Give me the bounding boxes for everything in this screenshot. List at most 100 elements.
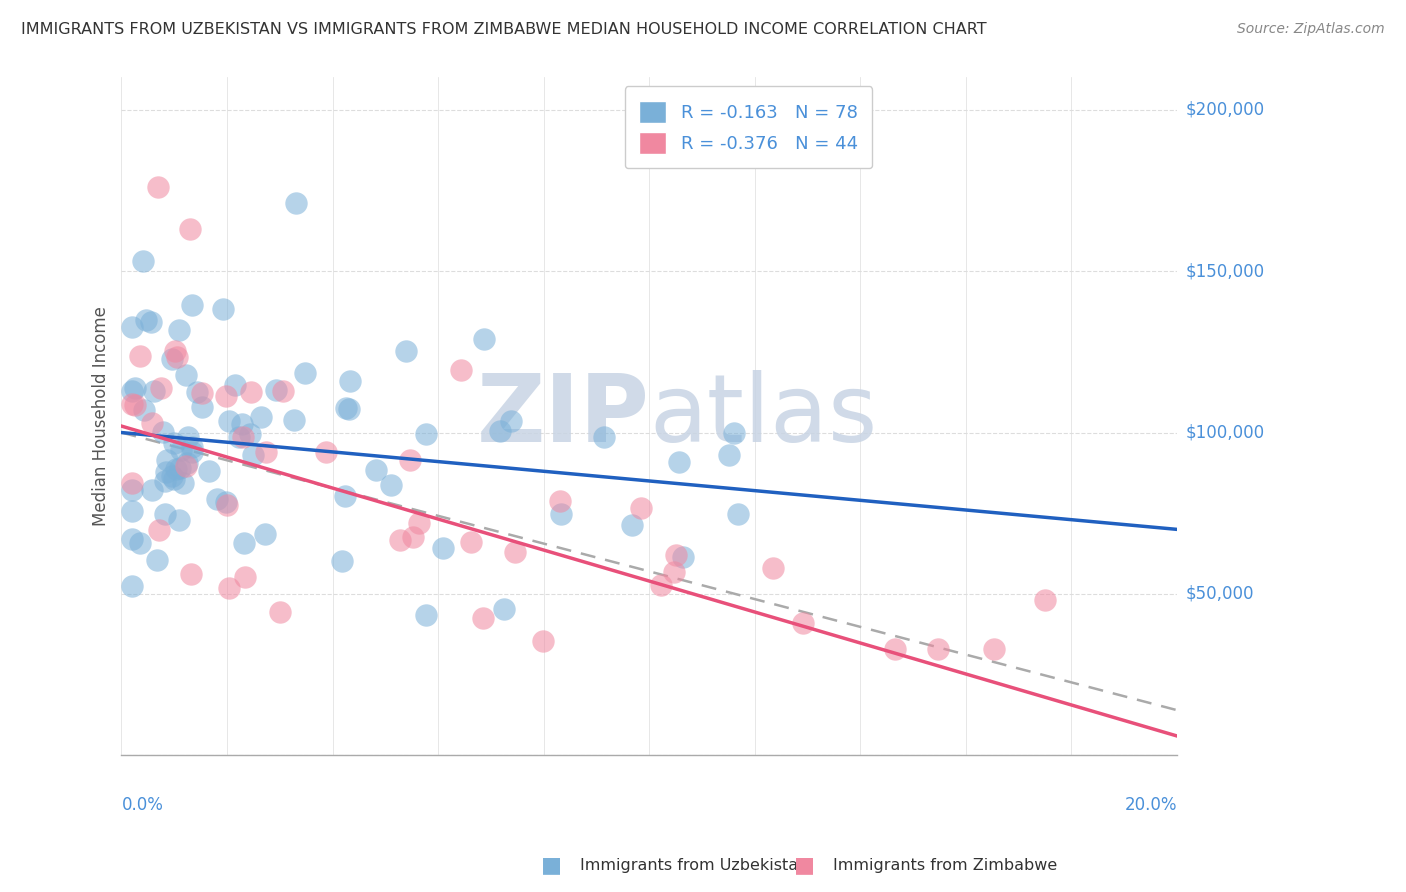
Point xyxy=(672,549,695,564)
Point xyxy=(364,463,387,477)
Point xyxy=(337,402,360,417)
Text: atlas: atlas xyxy=(650,370,877,462)
Point xyxy=(983,641,1005,656)
Point xyxy=(883,641,905,656)
Point xyxy=(330,554,353,568)
Point xyxy=(215,494,238,508)
Point xyxy=(121,476,143,491)
Text: ■: ■ xyxy=(541,855,562,875)
Text: Source: ZipAtlas.com: Source: ZipAtlas.com xyxy=(1237,22,1385,37)
Point xyxy=(402,530,425,544)
Legend: R = -0.163   N = 78, R = -0.376   N = 44: R = -0.163 N = 78, R = -0.376 N = 44 xyxy=(624,87,872,169)
Text: $150,000: $150,000 xyxy=(1185,262,1264,280)
Point xyxy=(503,545,526,559)
Point xyxy=(129,535,152,549)
Point xyxy=(488,424,510,438)
Point xyxy=(132,253,155,268)
Text: IMMIGRANTS FROM UZBEKISTAN VS IMMIGRANTS FROM ZIMBABWE MEDIAN HOUSEHOLD INCOME C: IMMIGRANTS FROM UZBEKISTAN VS IMMIGRANTS… xyxy=(21,22,987,37)
Point xyxy=(191,400,214,414)
Point xyxy=(927,641,949,656)
Point xyxy=(191,386,214,401)
Point xyxy=(717,448,740,462)
Point xyxy=(284,196,307,211)
Point xyxy=(181,444,204,458)
Point xyxy=(156,453,179,467)
Point xyxy=(472,332,495,346)
Point xyxy=(167,512,190,526)
Point xyxy=(450,362,472,376)
Point xyxy=(389,533,412,548)
Point xyxy=(432,541,454,556)
Point xyxy=(152,425,174,439)
Point xyxy=(668,455,690,469)
Point xyxy=(160,352,183,367)
Point xyxy=(254,527,277,541)
Point xyxy=(121,483,143,498)
Point xyxy=(408,516,430,530)
Point xyxy=(335,401,357,415)
Point xyxy=(662,565,685,579)
Point xyxy=(548,494,571,508)
Point xyxy=(155,475,177,489)
Point xyxy=(550,507,572,521)
Point xyxy=(180,440,202,454)
Point xyxy=(186,384,208,399)
Point xyxy=(494,602,516,616)
Point xyxy=(333,489,356,503)
Point xyxy=(399,453,422,467)
Point xyxy=(460,534,482,549)
Point xyxy=(148,524,170,538)
Point xyxy=(1033,593,1056,607)
Point xyxy=(232,536,254,550)
Point xyxy=(228,430,250,444)
Point xyxy=(169,461,191,475)
Point xyxy=(235,569,257,583)
Point xyxy=(339,374,361,388)
Point xyxy=(231,417,253,431)
Point xyxy=(162,436,184,450)
Point xyxy=(163,343,186,358)
Point xyxy=(218,581,240,595)
Point xyxy=(124,381,146,395)
Point xyxy=(415,607,437,622)
Text: $100,000: $100,000 xyxy=(1185,424,1264,442)
Text: 20.0%: 20.0% xyxy=(1125,796,1177,814)
Point xyxy=(180,298,202,312)
Point xyxy=(294,367,316,381)
Point xyxy=(249,410,271,425)
Point xyxy=(380,477,402,491)
Y-axis label: Median Household Income: Median Household Income xyxy=(93,307,110,526)
Point xyxy=(232,430,254,444)
Point xyxy=(134,402,156,417)
Text: $200,000: $200,000 xyxy=(1185,101,1264,119)
Point xyxy=(269,605,291,619)
Point xyxy=(315,444,337,458)
Point xyxy=(242,448,264,462)
Point xyxy=(153,507,176,521)
Point xyxy=(121,384,143,399)
Point xyxy=(723,425,745,440)
Point xyxy=(166,351,188,365)
Point xyxy=(121,504,143,518)
Point xyxy=(135,313,157,327)
Point xyxy=(146,553,169,567)
Point xyxy=(650,578,672,592)
Point xyxy=(415,427,437,442)
Point xyxy=(239,426,262,441)
Text: ZIP: ZIP xyxy=(477,370,650,462)
Point xyxy=(531,634,554,648)
Point xyxy=(197,464,219,478)
Point xyxy=(148,180,170,194)
Text: Immigrants from Uzbekistan: Immigrants from Uzbekistan xyxy=(581,858,808,872)
Point xyxy=(273,384,295,398)
Point xyxy=(621,517,644,532)
Point xyxy=(162,469,184,483)
Point xyxy=(139,315,162,329)
Point xyxy=(593,429,616,443)
Point xyxy=(240,384,263,399)
Point xyxy=(121,319,143,334)
Point xyxy=(174,459,197,474)
Point xyxy=(180,566,202,581)
Point xyxy=(254,445,277,459)
Point xyxy=(176,456,198,470)
